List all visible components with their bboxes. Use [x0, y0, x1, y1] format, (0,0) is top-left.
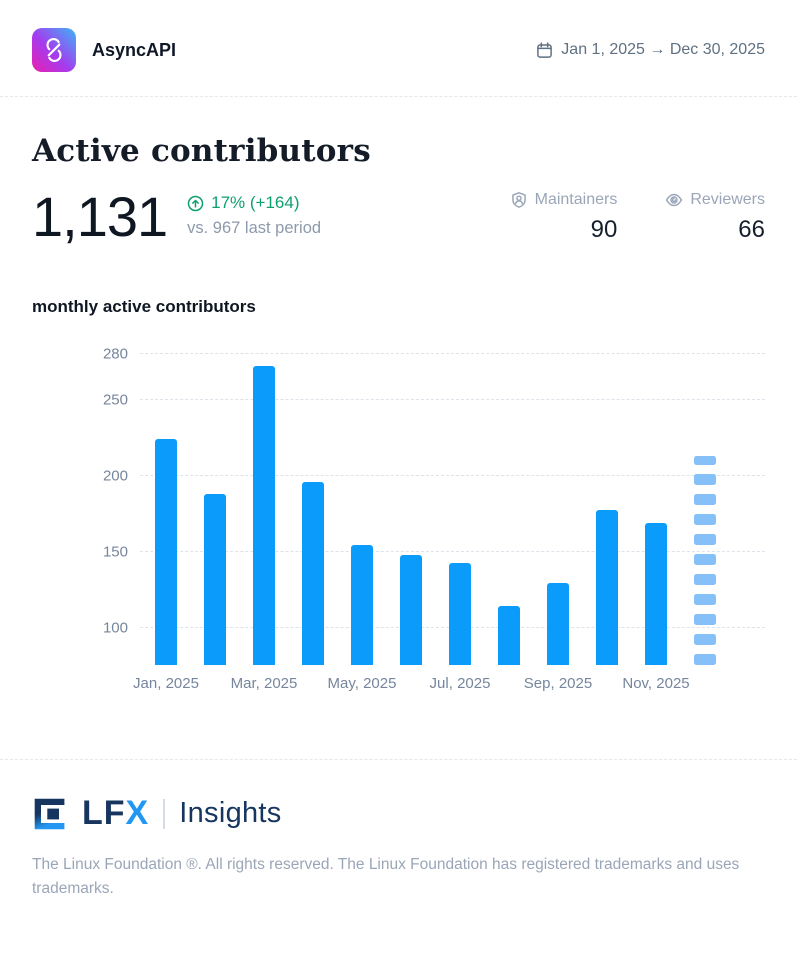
stat-reviewers: Reviewers 66 [665, 191, 765, 244]
bar-Dec, 2025-projection-segment[interactable] [694, 456, 716, 465]
date-range-text: Jan 1, 2025 → Dec 30, 2025 [561, 41, 765, 58]
kpi-group: 1,131 17% (+164) vs. 967 last period [32, 189, 321, 245]
kpi-comparison: vs. 967 last period [187, 219, 322, 237]
logo-divider [163, 798, 166, 829]
y-tick-label: 150 [102, 543, 128, 561]
x-tick-label: Sep, 2025 [523, 675, 593, 692]
chart-title: monthly active contributors [32, 297, 256, 316]
bar-Sep, 2025[interactable] [547, 582, 569, 665]
bar-Dec, 2025-projection-segment[interactable] [694, 514, 716, 525]
y-tick-label: 280 [102, 345, 128, 363]
kpi-value: 1,131 [32, 185, 168, 248]
bar-Dec, 2025-projection-segment[interactable] [694, 634, 716, 645]
lfx-insights-logo: LF X Insights [32, 794, 765, 833]
bar-Dec, 2025-projection-segment[interactable] [694, 594, 716, 605]
chart-plot-area [140, 345, 765, 665]
bar-Dec, 2025-projection-segment[interactable] [694, 614, 716, 625]
y-tick-label: 100 [102, 619, 128, 637]
x-tick-label: Jan, 2025 [133, 675, 199, 692]
date-range: Jan 1, 2025 → Dec 30, 2025 [536, 41, 765, 59]
gridline-280 [140, 353, 765, 355]
kpi-change-text: 17% (+164) [211, 193, 300, 212]
bar-Jul, 2025[interactable] [449, 562, 471, 665]
y-tick-label: 200 [102, 467, 128, 485]
lfx-product-name: Insights [179, 797, 282, 829]
copyright-text: The Linux Foundation ®. All rights reser… [32, 856, 740, 898]
project-title: AsyncAPI [92, 39, 177, 60]
bar-Dec, 2025-projection-segment[interactable] [694, 574, 716, 585]
bar-Mar, 2025[interactable] [253, 366, 275, 665]
stat-reviewers-label-row: Reviewers [665, 191, 765, 209]
trend-up-circle-icon [187, 195, 204, 212]
calendar-icon [536, 41, 553, 59]
page-title: Active contributors [32, 133, 371, 169]
lfx-lf-text: LF [82, 794, 126, 832]
bar-Dec, 2025-projection-segment[interactable] [694, 494, 716, 505]
main-content: Active contributors 1,131 17% (+164) vs.… [0, 133, 797, 703]
bar-May, 2025[interactable] [351, 544, 373, 665]
stat-maintainers-label-row: Maintainers [510, 191, 618, 209]
kpi-change-block: 17% (+164) vs. 967 last period [187, 193, 321, 238]
page-footer: LF X Insights The Linux Foundation ®. All… [0, 759, 797, 931]
bar-Dec, 2025-projection-segment[interactable] [694, 654, 716, 665]
bar-Dec, 2025-projection-segment[interactable] [694, 554, 716, 565]
x-tick-label: Jul, 2025 [429, 675, 491, 692]
bar-Aug, 2025[interactable] [498, 605, 520, 665]
gridline-250 [140, 398, 765, 400]
stat-reviewers-value: 66 [738, 216, 765, 243]
asyncapi-logo-icon [32, 28, 76, 72]
maintainer-badge-icon [510, 191, 528, 209]
stat-maintainers: Maintainers 90 [510, 191, 618, 244]
page-header: AsyncAPI Jan 1, 2025 → Dec 30, 2025 [0, 0, 797, 97]
stat-label: Maintainers [534, 191, 618, 208]
gridline-200 [140, 475, 765, 477]
x-tick-label: May, 2025 [327, 675, 397, 692]
bar-Jan, 2025[interactable] [155, 439, 177, 665]
stats-row: 1,131 17% (+164) vs. 967 last period [32, 189, 765, 245]
monthly-contributors-chart: 280 250 200 150 100 Jan, 2025 Mar, 2025 May, 20… [32, 345, 765, 703]
bar-Dec, 2025-projection-segment[interactable] [694, 534, 716, 545]
x-tick-label: Mar, 2025 [230, 675, 298, 692]
bar-Oct, 2025[interactable] [596, 509, 618, 665]
reviewer-eye-icon [665, 191, 683, 209]
bar-Nov, 2025[interactable] [645, 523, 667, 665]
bar-Jun, 2025[interactable] [400, 555, 422, 665]
stat-maintainers-value: 90 [590, 216, 618, 243]
kpi-change: 17% (+164) [187, 193, 321, 213]
lfx-cube-icon [32, 796, 68, 832]
lfx-x-text: X [125, 794, 150, 832]
bar-Feb, 2025[interactable] [204, 494, 226, 665]
x-tick-label: Nov, 2025 [622, 675, 690, 692]
project-brand: AsyncAPI [32, 28, 176, 72]
lfx-wordmark: LF X [82, 794, 149, 833]
gridline-150 [140, 551, 765, 553]
bar-Apr, 2025[interactable] [302, 482, 324, 665]
y-tick-label: 250 [102, 391, 128, 409]
side-stats: Maintainers 90 Reviewers 66 [510, 189, 765, 244]
bar-Dec, 2025-projection-segment[interactable] [694, 474, 716, 485]
stat-label: Reviewers [690, 191, 765, 208]
